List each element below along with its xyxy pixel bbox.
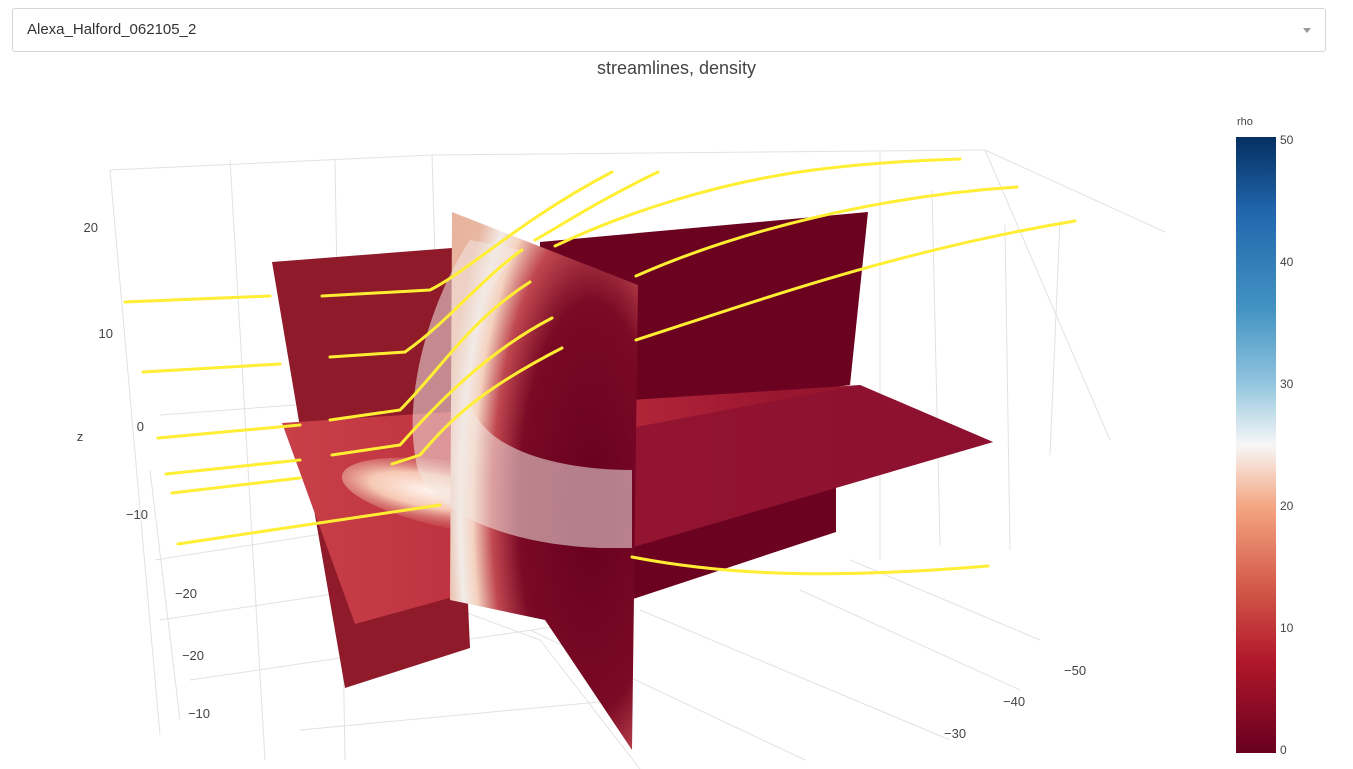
y-tick-label: −20 [182,648,204,663]
x-tick-label: −40 [1003,694,1025,709]
colorbar-tick-label: 50 [1280,133,1294,147]
streamline [553,157,962,248]
streamline [634,185,1019,278]
streamline [634,219,1077,342]
z-axis-label: z [77,429,84,444]
colorbar-title: rho [1237,116,1253,128]
grid-line [799,589,1021,691]
y-tick-label: −10 [188,706,210,721]
streamline [176,503,442,546]
grid-line [1049,219,1061,456]
axis-ticks: 20 10 0 −10 z −20 −20 −10 −50 −40 −30 [77,220,1086,741]
streamline [330,316,554,457]
streamline [320,170,614,298]
streamline [630,555,990,576]
x-tick-label: −50 [1064,663,1086,678]
streamline [156,423,302,440]
streamline [123,294,272,304]
colorbar-tick-label: 40 [1280,255,1294,269]
streamline [170,476,302,495]
grid-line [931,189,941,546]
colorbar-tick-label: 10 [1280,621,1294,635]
z-tick-label: 20 [84,220,98,235]
density-arc [412,240,632,548]
dataset-dropdown[interactable]: Alexa_Halford_062105_2 [12,8,1326,52]
grid-line [109,169,161,736]
streamline [164,458,302,476]
streamline [328,280,532,422]
y-tick-label: −20 [175,586,197,601]
streamlines [123,157,1077,576]
colorbar-gradient [1236,137,1276,753]
grid-line [1004,224,1011,551]
chevron-down-icon[interactable] [1303,28,1311,33]
z-tick-label: 10 [99,326,113,341]
grid-line [229,159,266,761]
grid-line [984,149,1111,441]
colorbar-tick-label: 30 [1280,377,1294,391]
streamline [328,248,524,359]
grid-line [149,469,181,721]
grid-line [299,699,621,731]
streamline [390,346,564,466]
grid-line [639,609,951,741]
colorbar-tick-label: 0 [1280,743,1287,757]
streamline [141,362,282,374]
chart-title: streamlines, density [596,58,757,78]
grid-line [984,149,1166,233]
dataset-dropdown-value: Alexa_Halford_062105_2 [27,21,197,38]
slice-xz-lower [630,480,836,600]
streamline [533,170,660,242]
z-tick-label: −10 [126,507,148,522]
grid-line [109,154,433,171]
colorbar: rho 50 40 30 20 10 0 [1236,116,1294,757]
slice-xy-right-dark [630,385,993,548]
grid-line [539,639,641,769]
colorbar-tick-label: 20 [1280,499,1294,513]
z-tick-label: 0 [137,419,144,434]
x-tick-label: −30 [944,726,966,741]
grid-line [431,149,986,156]
